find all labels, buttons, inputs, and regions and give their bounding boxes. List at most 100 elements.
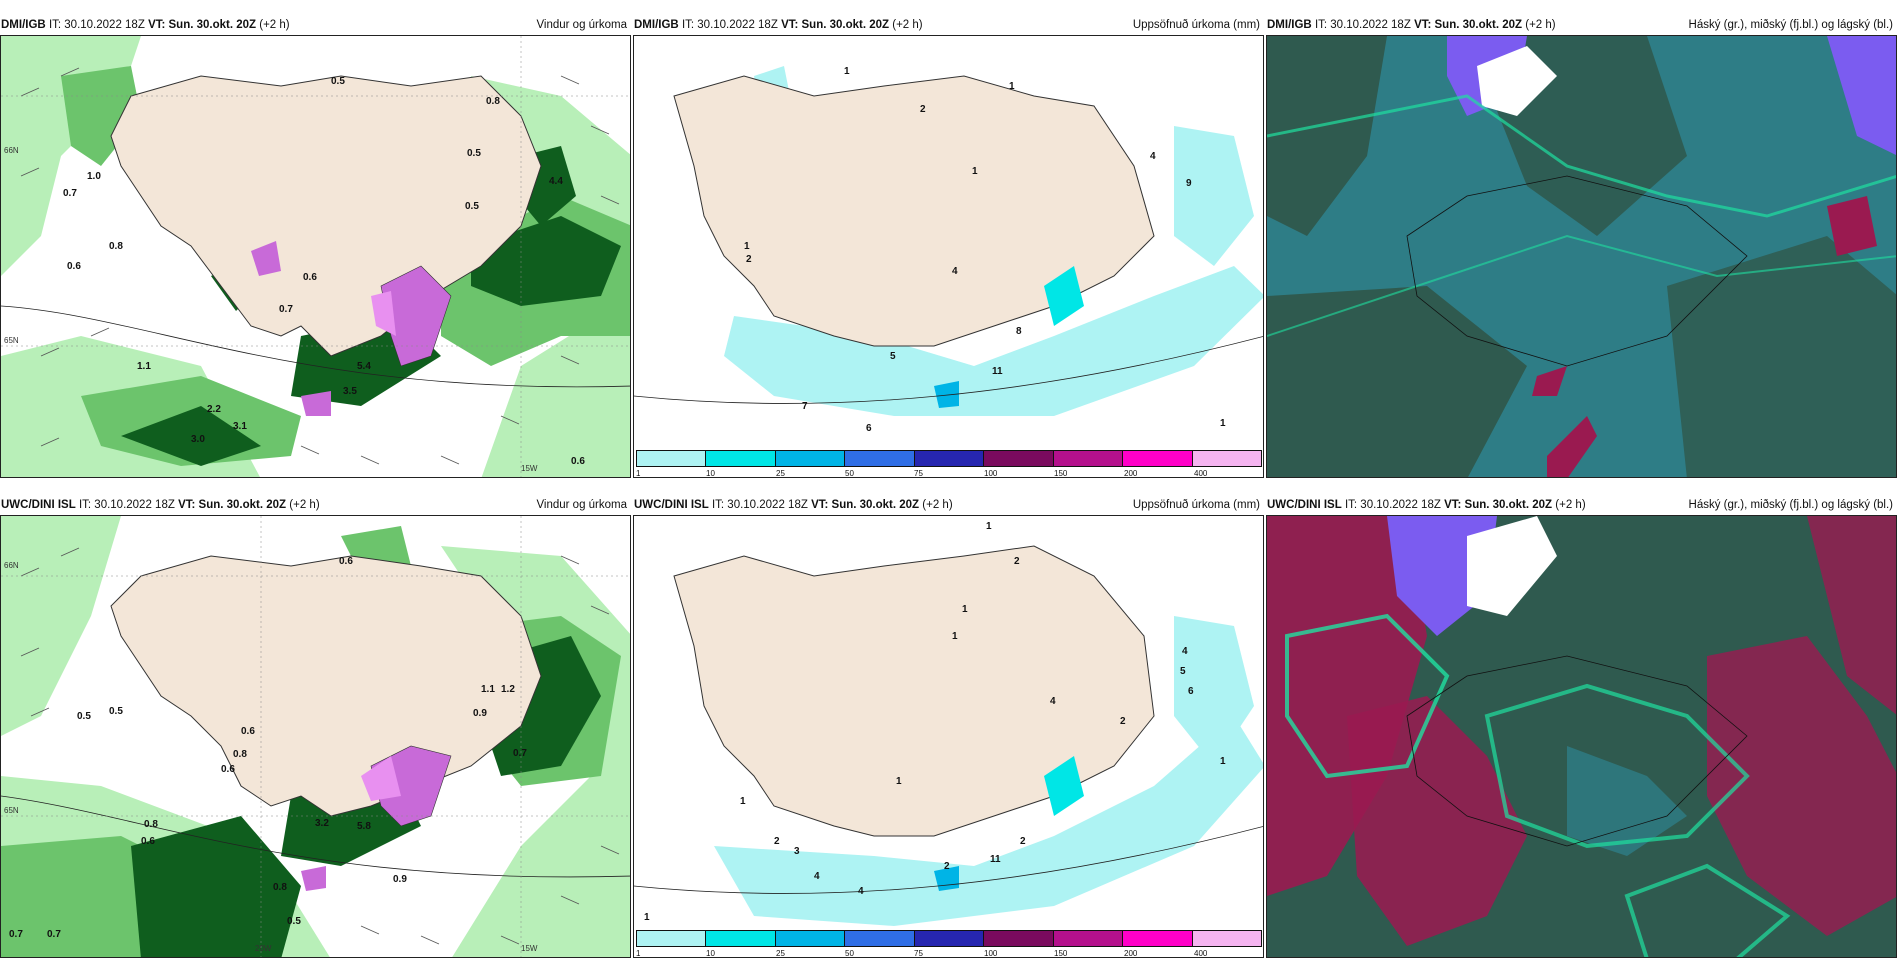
legend-swatch: [984, 451, 1054, 466]
accum-label: 2: [920, 104, 926, 115]
valid-time: VT: Sun. 30.okt. 20Z: [1444, 499, 1553, 511]
model-name: UWC/DINI ISL: [634, 499, 709, 511]
init-label: IT:: [48, 19, 62, 31]
legend-swatch: [775, 451, 846, 466]
legend-tick: 100: [984, 469, 998, 478]
legend-swatch: [845, 931, 915, 946]
accum-label: 2: [1020, 836, 1026, 847]
accum-label: 1: [740, 796, 746, 807]
wind-label: 3.5: [343, 386, 357, 397]
init-label: IT:: [1344, 499, 1358, 511]
panel-uwc-clouds: UWC/DINI ISL IT: 30.10.2022 18Z VT: Sun.…: [1266, 495, 1897, 958]
wind-label: 0.5: [331, 76, 345, 87]
accum-label: 1: [952, 631, 958, 642]
panel-uwc-accum: UWC/DINI ISL IT: 30.10.2022 18Z VT: Sun.…: [633, 495, 1264, 958]
map-graphic: [1267, 516, 1896, 957]
wind-label: 0.5: [465, 201, 479, 212]
legend-tick: 150: [1054, 949, 1068, 958]
panel-header: UWC/DINI ISL IT: 30.10.2022 18Z VT: Sun.…: [1266, 495, 1897, 515]
valid-time: VT: Sun. 30.okt. 20Z: [811, 499, 920, 511]
wind-label: 0.9: [393, 874, 407, 885]
wind-label: 0.7: [513, 748, 527, 759]
wind-label: 1.0: [87, 171, 101, 182]
panel-header: DMI/IGB IT: 30.10.2022 18Z VT: Sun. 30.o…: [0, 15, 631, 35]
wind-label: 0.6: [339, 556, 353, 567]
init-time: 30.10.2022 18Z: [64, 19, 145, 31]
wind-label: 5.4: [357, 361, 371, 372]
wind-label: 0.7: [9, 929, 23, 940]
accum-label: 2: [1120, 716, 1126, 727]
init-label: IT:: [1314, 19, 1328, 31]
model-name: DMI/IGB: [1267, 19, 1312, 31]
accum-label: 4: [814, 871, 820, 882]
cloud-cover-map: [1266, 35, 1897, 478]
product-title: Vindur og úrkoma: [536, 19, 627, 31]
legend-swatch: [706, 931, 776, 946]
panel-dmi-wind: DMI/IGB IT: 30.10.2022 18Z VT: Sun. 30.o…: [0, 15, 631, 478]
legend-tick: 200: [1124, 949, 1138, 958]
map-graphic: [1, 516, 630, 957]
legend-tick: 50: [845, 469, 854, 478]
lead-time: (+2 h): [892, 19, 923, 31]
legend-swatch: [1192, 451, 1261, 466]
init-label: IT:: [78, 499, 92, 511]
legend-swatch: [1123, 931, 1193, 946]
legend-swatch: [1123, 451, 1193, 466]
legend-swatch: [637, 931, 707, 946]
accum-label: 4: [858, 886, 864, 897]
wind-label: 0.5: [109, 706, 123, 717]
panel-header: DMI/IGB IT: 30.10.2022 18Z VT: Sun. 30.o…: [633, 15, 1264, 35]
precip-legend: 1 10 25 50 75 100 150 200 400: [634, 928, 1263, 958]
wind-label: 0.7: [47, 929, 61, 940]
legend-swatch: [637, 451, 707, 466]
accum-label: 7: [802, 401, 808, 412]
accum-label: 11: [992, 366, 1003, 377]
legend-tick: 400: [1194, 949, 1208, 958]
wind-label: 0.8: [486, 96, 500, 107]
lon-label: 20W: [255, 944, 272, 953]
legend-ticks: 1 10 25 50 75 100 150 200 400: [634, 949, 1263, 958]
lead-time: (+2 h): [259, 19, 290, 31]
wind-label: 0.5: [77, 711, 91, 722]
wind-label: 0.8: [109, 241, 123, 252]
accum-label: 1: [744, 241, 750, 252]
accum-label: 1: [962, 604, 968, 615]
wind-label: 0.5: [467, 148, 481, 159]
wind-label: 1.2: [501, 684, 515, 695]
lat-label: 65N: [4, 806, 19, 815]
model-name: DMI/IGB: [634, 19, 679, 31]
map-graphic: [634, 516, 1263, 957]
legend-tick: 100: [984, 949, 998, 958]
accum-label: 5: [890, 351, 896, 362]
legend-tick: 25: [776, 469, 785, 478]
panel-uwc-wind: UWC/DINI ISL IT: 30.10.2022 18Z VT: Sun.…: [0, 495, 631, 958]
panel-header: DMI/IGB IT: 30.10.2022 18Z VT: Sun. 30.o…: [1266, 15, 1897, 35]
init-time: 30.10.2022 18Z: [94, 499, 175, 511]
accum-label: 1: [986, 521, 992, 532]
lon-label: 15W: [521, 464, 538, 473]
wind-label: 3.2: [315, 818, 329, 829]
accum-label: 1: [1220, 418, 1226, 429]
cloud-cover-map: [1266, 515, 1897, 958]
product-title: Háský (gr.), miðský (fj.bl.) og lágský (…: [1688, 19, 1893, 31]
map-graphic: [1, 36, 630, 477]
accum-label: 2: [774, 836, 780, 847]
wind-precip-map: 0.5 0.8 1.0 0.7 0.8 0.6 0.5 0.5 4.4 0.7 …: [0, 35, 631, 478]
legend-swatch: [914, 931, 985, 946]
precip-legend: 1 10 25 50 75 100 150 200 400: [634, 448, 1263, 478]
accum-label: 1: [844, 66, 850, 77]
init-time: 30.10.2022 18Z: [727, 499, 808, 511]
legend-swatch: [775, 931, 846, 946]
product-title: Uppsöfnuð úrkoma (mm): [1132, 499, 1260, 511]
legend-colorbar: [636, 930, 1262, 947]
accum-label: 1: [1009, 81, 1015, 92]
legend-swatch: [1192, 931, 1261, 946]
model-name: UWC/DINI ISL: [1267, 499, 1342, 511]
wind-label: 0.8: [273, 882, 287, 893]
wind-label: 0.7: [63, 188, 77, 199]
accum-label: 4: [952, 266, 958, 277]
accum-label: 6: [866, 423, 872, 434]
panel-header: UWC/DINI ISL IT: 30.10.2022 18Z VT: Sun.…: [0, 495, 631, 515]
model-name: UWC/DINI ISL: [1, 499, 76, 511]
legend-tick: 400: [1194, 469, 1208, 478]
